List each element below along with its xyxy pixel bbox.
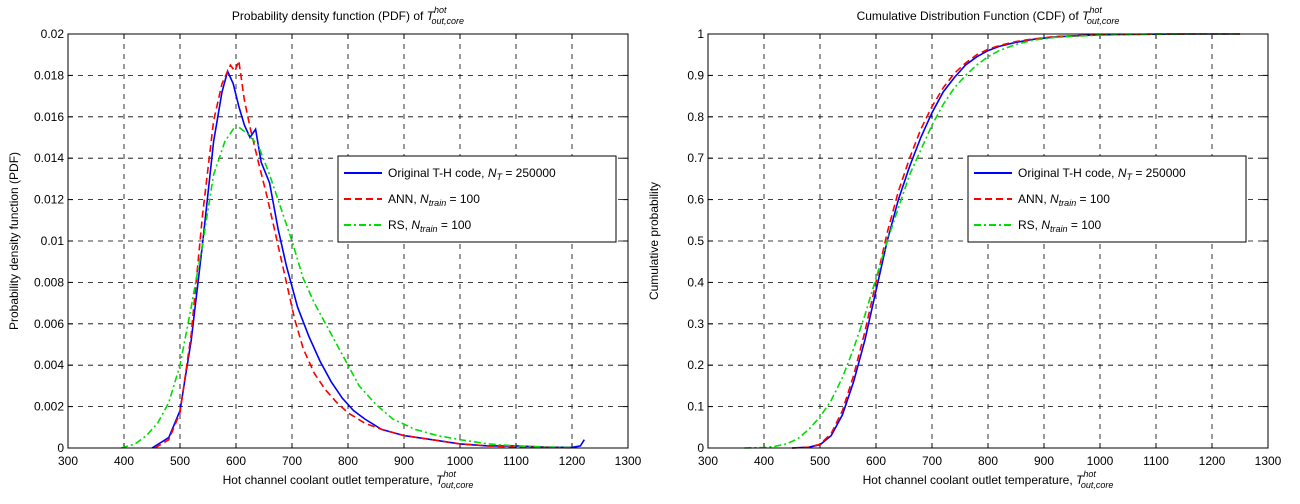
x-tick-label: 600	[866, 454, 886, 468]
plot-frame	[707, 33, 1269, 449]
legend: Original T-H code, NT = 250000 ANN, Ntrai…	[337, 155, 617, 243]
chart-panel-1: 300 400 500 600 700 800 900 1000 1100 1200 1300 0 0.…	[7, 5, 642, 490]
y-tick-label: 0.8	[687, 110, 704, 124]
legend-entry-label: RS, Ntrain = 100	[1018, 218, 1102, 234]
x-tick-label: 700	[922, 454, 942, 468]
x-tick-label: 900	[394, 454, 414, 468]
y-tick-label: 0.014	[34, 151, 64, 165]
y-tick-label: 0.7	[687, 151, 704, 165]
series-line-ann	[791, 33, 1240, 449]
x-tick-label: 500	[170, 454, 190, 468]
series-line-rs	[120, 123, 573, 449]
x-axis-label: Hot channel coolant outlet temperature, …	[863, 469, 1114, 490]
y-tick-label: 0.01	[41, 234, 65, 248]
y-tick-label: 0.6	[687, 193, 704, 207]
x-tick-label: 300	[58, 454, 78, 468]
chart-title: Cumulative Distribution Function (CDF) o…	[857, 5, 1120, 26]
y-axis-label: Cumulative probability	[647, 182, 661, 300]
legend: Original T-H code, NT = 250000 ANN, Ntrai…	[967, 155, 1247, 243]
y-tick-label: 0.3	[687, 317, 704, 331]
x-tick-label: 800	[978, 454, 998, 468]
series-line-original-t-h-code	[151, 68, 585, 449]
x-tick-label: 1300	[1255, 454, 1282, 468]
x-tick-label: 600	[226, 454, 246, 468]
y-tick-label: 0.006	[34, 317, 64, 331]
series-line-ann	[154, 60, 573, 449]
legend-entry-label: Original T-H code, NT = 250000	[388, 166, 556, 182]
legend-entry-label: ANN, Ntrain = 100	[1018, 192, 1110, 208]
legend-entry-label: ANN, Ntrain = 100	[388, 192, 480, 208]
y-tick-label: 0.9	[687, 68, 704, 82]
legend-box	[967, 155, 1247, 243]
y-tick-label: 1	[697, 27, 704, 41]
x-tick-label: 1000	[447, 454, 474, 468]
x-tick-label: 1100	[1143, 454, 1169, 468]
chart-panel-2: 300 400 500 600 700 800 900 1000 1100 1200 1300 0 0.…	[647, 5, 1282, 490]
y-tick-label: 0.4	[687, 275, 704, 289]
x-tick-label: 900	[1034, 454, 1054, 468]
y-tick-label: 0.1	[687, 400, 704, 414]
x-tick-label: 1100	[503, 454, 529, 468]
legend-entry-label: Original T-H code, NT = 250000	[1018, 166, 1186, 182]
x-tick-label: 800	[338, 454, 358, 468]
legend-entry-label: RS, Ntrain = 100	[388, 218, 472, 234]
x-tick-label: 1200	[559, 454, 586, 468]
y-tick-label: 0.02	[41, 27, 65, 41]
x-tick-label: 1200	[1199, 454, 1226, 468]
x-tick-label: 1000	[1087, 454, 1114, 468]
y-tick-label: 0.008	[34, 275, 64, 289]
y-tick-label: 0	[697, 441, 704, 455]
y-tick-label: 0.5	[687, 234, 704, 248]
y-axis-label: Probability density function (PDF)	[7, 152, 21, 330]
x-tick-label: 400	[754, 454, 774, 468]
chart-title: Probability density function (PDF) of Th…	[232, 5, 464, 26]
x-axis-label: Hot channel coolant outlet temperature, …	[223, 469, 474, 490]
x-tick-label: 300	[698, 454, 718, 468]
y-tick-label: 0.016	[34, 110, 64, 124]
legend-box	[337, 155, 617, 243]
y-tick-label: 0.012	[34, 193, 64, 207]
x-tick-label: 1300	[615, 454, 642, 468]
x-tick-label: 700	[282, 454, 302, 468]
y-tick-label: 0.002	[34, 400, 64, 414]
y-tick-label: 0.2	[687, 358, 704, 372]
y-tick-label: 0	[57, 441, 64, 455]
plot-frame	[67, 33, 629, 449]
y-tick-label: 0.018	[34, 68, 64, 82]
y-tick-label: 0.004	[34, 358, 64, 372]
x-tick-label: 500	[810, 454, 830, 468]
x-tick-label: 400	[114, 454, 134, 468]
series-line-original-t-h-code	[791, 33, 1240, 449]
